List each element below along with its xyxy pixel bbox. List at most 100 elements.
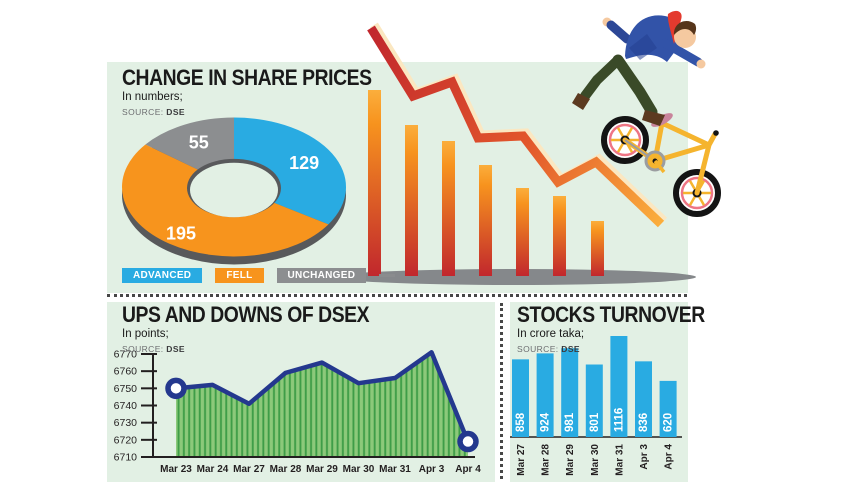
- dsex-ytick-label: 6720: [114, 434, 138, 446]
- turnover-bar: [585, 364, 603, 437]
- bicycle-illustration: [601, 113, 721, 217]
- turnover-value-label: 981: [564, 412, 576, 432]
- dsex-xtick-label: Mar 27: [233, 464, 265, 475]
- donut-value-label: 129: [289, 153, 319, 173]
- dsex-area-chart: 6770 6760 6750 6740 6730 6720 6710 Mar 23 Mar 24…: [114, 349, 482, 476]
- rider-rear-arm: [606, 20, 632, 44]
- bike-pedal: [653, 159, 666, 174]
- dsex-axes: [141, 353, 475, 458]
- share-prices-title: CHANGE IN SHARE PRICES: [122, 65, 372, 90]
- dsex-subtitle: In points;: [122, 328, 169, 340]
- turnover-bar: [635, 361, 652, 437]
- dsex-ytick-label: 6760: [114, 366, 138, 378]
- turnover-title: STOCKS TURNOVER: [517, 302, 705, 327]
- dsex-xtick-label: Mar 29: [306, 464, 338, 475]
- decor-bar: [368, 90, 381, 276]
- source-value: DSE: [166, 107, 185, 117]
- turnover-subtitle: In crore taka;: [517, 328, 585, 340]
- donut-value-label: 195: [166, 224, 196, 244]
- decor-bar: [442, 141, 455, 276]
- dsex-header: UPS AND DOWNS OF DSEX In points; SOURCE:…: [122, 302, 403, 355]
- rider-leg: [612, 54, 658, 118]
- turnover-category-label: Mar 29: [565, 444, 576, 476]
- turnover-value-label: 620: [663, 413, 675, 432]
- turnover-value-label: 924: [540, 412, 552, 432]
- dsex-ytick-label: 6740: [114, 400, 138, 412]
- dsex-xtick-label: Apr 4: [455, 464, 481, 475]
- rider-shoe: [642, 110, 665, 126]
- dsex-source: SOURCE: DSE: [122, 344, 403, 354]
- dsex-endpoint-marker: [165, 377, 187, 400]
- dsex-line: [173, 350, 471, 444]
- turnover-category-label: Mar 28: [541, 444, 552, 476]
- dsex-ytick-label: 6750: [114, 383, 138, 395]
- decor-bar: [516, 188, 529, 276]
- turnover-bar: [659, 380, 677, 437]
- source-label: SOURCE:: [122, 344, 164, 354]
- declining-bars-illustration: [368, 90, 604, 276]
- legend-unchanged: UNCHANGED: [276, 268, 367, 283]
- donut-value-label: 55: [189, 132, 209, 152]
- rider-shoe: [572, 93, 590, 110]
- donut-slice-fell: [122, 144, 329, 257]
- vertical-dotted-divider: [500, 303, 503, 479]
- share-prices-source: SOURCE: DSE: [122, 107, 406, 117]
- source-value: DSE: [166, 344, 185, 354]
- turnover-bar: [512, 359, 529, 437]
- decor-bar: [591, 221, 604, 276]
- declining-trend-line: [367, 22, 668, 228]
- share-prices-legend: ADVANCED FELL UNCHANGED: [122, 268, 396, 283]
- rider-front-hand: [696, 59, 706, 69]
- dsex-xtick-label: Mar 30: [343, 464, 375, 475]
- falling-market-illustration: [334, 10, 721, 285]
- decor-bar: [405, 125, 418, 276]
- trend-line: [367, 25, 665, 228]
- donut-hole: [190, 162, 278, 218]
- cyclist-illustration: [572, 10, 706, 126]
- rider-jacket-shade: [629, 34, 657, 60]
- horizontal-dotted-divider: [107, 294, 687, 297]
- donut-slice-advanced: [234, 117, 346, 225]
- share-prices-header: CHANGE IN SHARE PRICES In numbers; SOURC…: [122, 65, 406, 118]
- turnover-header: STOCKS TURNOVER In crore taka; SOURCE: D…: [517, 302, 730, 355]
- source-label: SOURCE:: [517, 344, 559, 354]
- donut-slice-unchanged: [145, 117, 234, 171]
- dsex-xtick-label: Mar 31: [379, 464, 411, 475]
- legend-dash: [379, 274, 396, 277]
- turnover-bar: [610, 336, 628, 437]
- dsex-xtick-label: Mar 24: [197, 464, 229, 475]
- turnover-category-label: Apr 3: [639, 444, 650, 470]
- decor-bar: [553, 196, 566, 276]
- decor-bar: [479, 165, 492, 276]
- turnover-source: SOURCE: DSE: [517, 344, 730, 354]
- source-value: DSE: [561, 344, 580, 354]
- dsex-area-fill: [176, 352, 468, 457]
- dsex-endpoint-marker: [457, 430, 479, 453]
- source-label: SOURCE:: [122, 107, 164, 117]
- rider-hair: [673, 21, 697, 35]
- turnover-value-label: 801: [589, 412, 601, 432]
- dsex-ytick-label: 6770: [114, 349, 138, 361]
- turnover-category-label: Mar 31: [614, 444, 625, 476]
- bars-shadow: [334, 269, 696, 285]
- rider-head: [674, 26, 696, 48]
- rider-scarf: [667, 10, 682, 44]
- dsex-xtick-label: Apr 3: [419, 464, 445, 475]
- legend-fell: FELL: [215, 268, 264, 283]
- donut-chart: 129 195 55: [122, 117, 346, 265]
- dsex-ytick-label: 6730: [114, 417, 138, 429]
- legend-advanced: ADVANCED: [122, 268, 203, 283]
- turnover-bar-chart: 858 Mar 27 924 Mar 28 981 Mar 29 801 Mar 30 1116…: [510, 336, 682, 476]
- turnover-value-label: 1116: [613, 408, 625, 432]
- dsex-xtick-label: Mar 23: [160, 464, 192, 475]
- dsex-title: UPS AND DOWNS OF DSEX: [122, 302, 370, 327]
- dsex-ytick-label: 6710: [114, 452, 138, 464]
- turnover-bar: [536, 353, 554, 437]
- turnover-category-label: Mar 30: [590, 444, 601, 476]
- turnover-category-label: Mar 27: [516, 444, 527, 476]
- turnover-bar: [561, 348, 579, 437]
- turnover-value-label: 836: [638, 413, 650, 432]
- share-prices-subtitle: In numbers;: [122, 91, 183, 103]
- dsex-xtick-label: Mar 28: [270, 464, 302, 475]
